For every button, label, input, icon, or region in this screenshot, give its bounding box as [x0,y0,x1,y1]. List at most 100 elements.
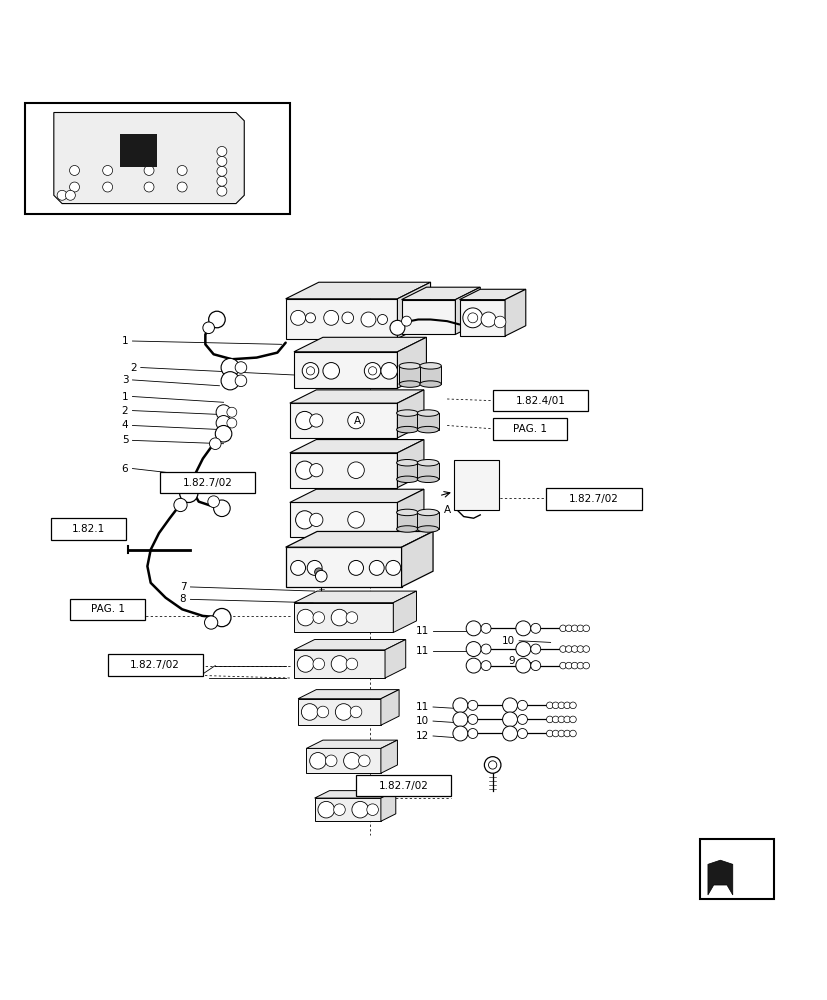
Circle shape [315,570,327,582]
Text: A: A [444,505,451,515]
Ellipse shape [417,460,438,466]
Circle shape [342,312,353,324]
Circle shape [306,367,314,375]
Circle shape [331,656,347,672]
Bar [108,654,203,676]
Circle shape [502,726,517,741]
Text: 10: 10 [501,636,514,646]
Bar [51,518,126,540]
Circle shape [380,363,397,379]
Bar [417,512,438,529]
Circle shape [517,714,527,724]
Circle shape [309,753,326,769]
Circle shape [301,704,318,720]
Circle shape [290,310,305,325]
Bar [401,300,455,334]
Circle shape [552,716,558,723]
Circle shape [217,156,227,166]
Circle shape [467,313,477,323]
Text: 7: 7 [179,582,186,592]
Polygon shape [380,740,397,773]
Circle shape [57,190,67,200]
Polygon shape [294,591,416,603]
Polygon shape [459,289,525,300]
Bar [492,390,587,411]
Circle shape [502,698,517,713]
Bar [289,453,397,488]
Circle shape [331,609,347,626]
Polygon shape [504,289,525,336]
Polygon shape [397,282,430,339]
Bar [160,472,255,493]
Circle shape [467,714,477,724]
Circle shape [216,416,231,430]
Circle shape [323,310,338,325]
Text: 1.82.7/02: 1.82.7/02 [378,781,428,791]
Circle shape [559,646,566,652]
Circle shape [179,484,198,502]
Polygon shape [455,287,480,334]
Ellipse shape [396,426,418,433]
Bar [546,488,641,510]
Circle shape [390,320,404,335]
Ellipse shape [417,509,438,516]
Ellipse shape [419,381,441,387]
Circle shape [177,165,187,175]
Circle shape [203,322,214,334]
Text: 1.82.7/02: 1.82.7/02 [568,494,619,504]
Circle shape [552,730,558,737]
Ellipse shape [417,476,438,483]
Circle shape [295,461,313,479]
Bar [399,366,420,384]
Bar [289,403,397,438]
Text: 1.82.7/02: 1.82.7/02 [130,660,180,670]
Bar [285,299,397,339]
Bar [25,103,289,214]
Circle shape [546,716,552,723]
Circle shape [335,704,351,720]
Circle shape [103,165,112,175]
Bar [298,699,380,725]
Text: 5: 5 [122,435,128,445]
Circle shape [208,496,219,507]
Circle shape [366,804,378,815]
Bar [289,502,397,537]
Circle shape [177,182,187,192]
Text: 6: 6 [122,464,128,474]
Text: 1.82.1: 1.82.1 [72,524,105,534]
Circle shape [530,644,540,654]
Bar [294,650,385,678]
Bar [396,413,418,430]
Circle shape [480,623,490,633]
Text: 1: 1 [122,391,128,401]
Circle shape [227,418,237,428]
Bar [396,463,418,479]
Circle shape [290,560,305,575]
Circle shape [563,730,570,737]
Ellipse shape [399,363,420,369]
Circle shape [565,646,571,652]
Text: A: A [354,416,361,426]
Circle shape [343,753,360,769]
Circle shape [351,801,368,818]
Circle shape [452,726,467,741]
Circle shape [213,500,230,517]
Bar [306,748,380,773]
Circle shape [358,755,370,767]
Polygon shape [385,640,405,678]
Circle shape [517,700,527,710]
Circle shape [369,560,384,575]
Circle shape [466,642,480,656]
Circle shape [559,625,566,632]
Circle shape [565,662,571,669]
Circle shape [144,182,154,192]
Bar [356,775,451,796]
Ellipse shape [396,526,418,532]
Circle shape [466,658,480,673]
Bar [453,460,499,510]
Circle shape [517,729,527,738]
Ellipse shape [417,426,438,433]
Circle shape [217,186,227,196]
Circle shape [103,182,112,192]
Circle shape [65,190,75,200]
